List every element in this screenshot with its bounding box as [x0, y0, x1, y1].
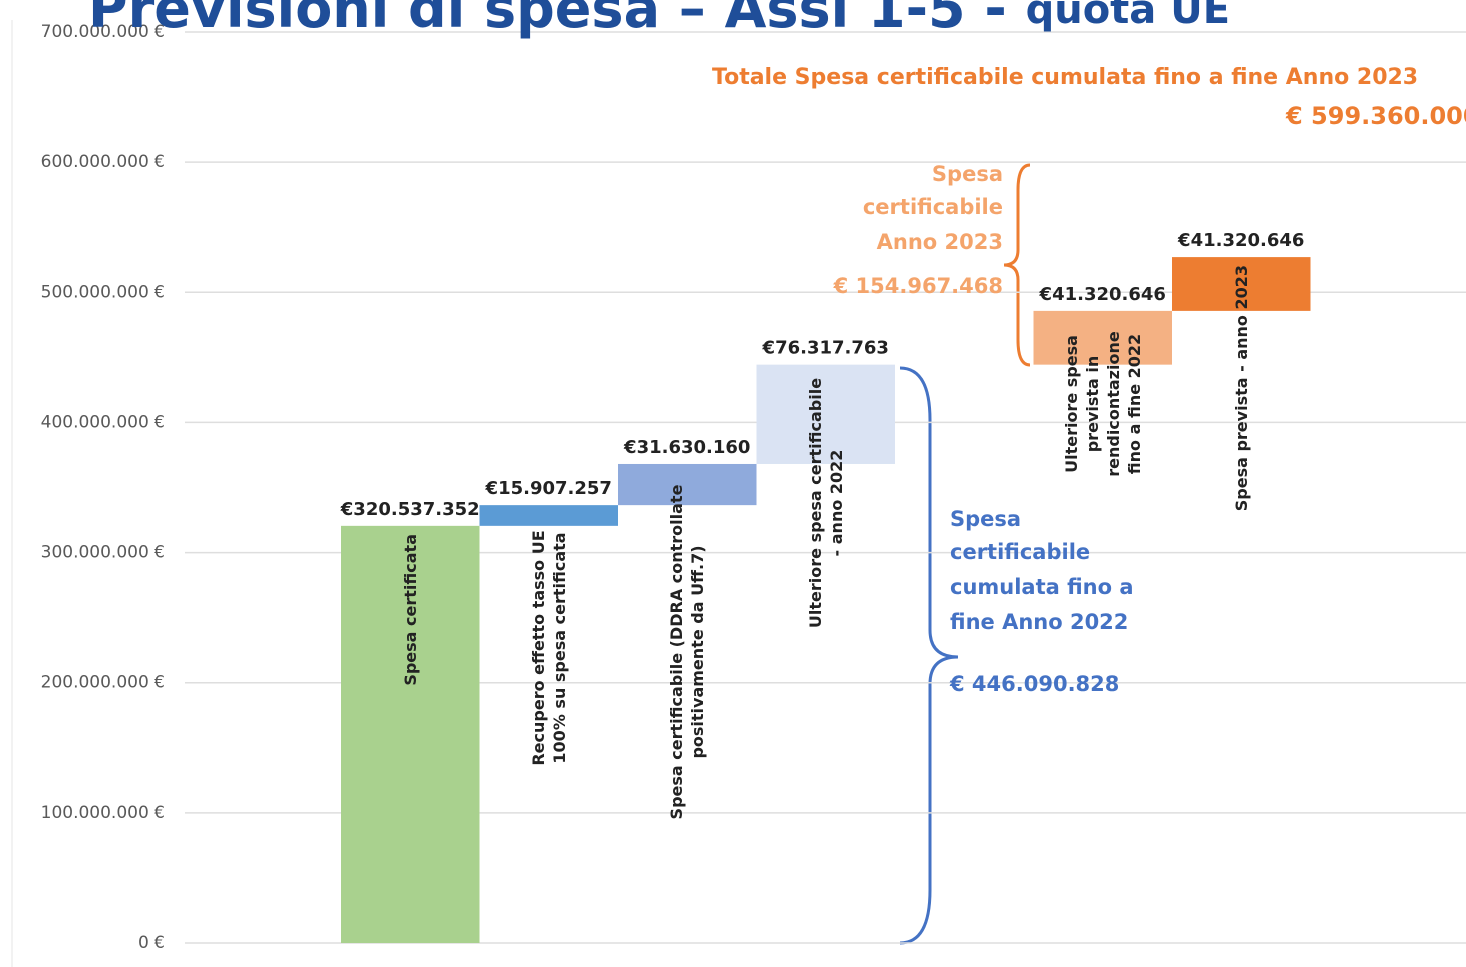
category-label: Ulteriore spesa certificabile - anno 202… [805, 377, 846, 628]
annotation: certificabile [950, 540, 1090, 564]
category-label: Spesa prevista - anno 2023 [1231, 265, 1251, 512]
chart-title: Previsioni di spesa – Assi 1-5 - quota U… [88, 0, 1230, 40]
data-label: €76.317.763 [762, 338, 889, 359]
annotation: Spesa [932, 162, 1003, 186]
category-label: Recupero effetto tasso UE 100% su spesa … [528, 530, 569, 766]
y-tick-label: 500.000.000 € [41, 282, 165, 302]
y-tick-label: 100.000.000 € [41, 803, 165, 823]
y-tick-label: 400.000.000 € [41, 412, 165, 432]
y-tick-label: 300.000.000 € [41, 543, 165, 563]
brace-2022 [899, 366, 959, 945]
brace-2023 [1003, 163, 1031, 367]
category-label: Ulteriore spesa prevista in rendicontazi… [1061, 331, 1144, 477]
annotation: fine Anno 2022 [950, 610, 1128, 634]
annotation: Totale Spesa certificabile cumulata fino… [712, 65, 1418, 90]
annotation: certificabile [863, 195, 1003, 219]
y-tick-label: 600.000.000 € [41, 152, 165, 172]
bar [1172, 257, 1311, 311]
y-tick-label: 700.000.000 € [41, 22, 165, 42]
annotation: Anno 2023 [877, 230, 1003, 254]
annotation: cumulata fino a [950, 575, 1134, 599]
y-tick-label: 0 € [138, 933, 165, 953]
annotation: € 154.967.468 [833, 274, 1003, 298]
bar [341, 525, 480, 943]
data-label: €41.320.646 [1039, 284, 1166, 305]
data-label: €31.630.160 [623, 437, 750, 458]
y-tick-label: 200.000.000 € [41, 673, 165, 693]
bar [618, 463, 757, 506]
annotation: € 599.360.000 [1285, 102, 1466, 130]
annotation: Spesa [950, 507, 1021, 531]
data-label: €41.320.646 [1177, 230, 1304, 251]
bar [756, 364, 895, 464]
bar [479, 505, 618, 526]
bar [1033, 310, 1172, 365]
data-label: €320.537.352 [340, 499, 480, 520]
category-label: Spesa certificata [400, 533, 420, 686]
data-label: €15.907.257 [485, 478, 612, 499]
category-label: Spesa certificabile (DDRA controllate po… [667, 484, 708, 820]
annotation: € 446.090.828 [949, 672, 1119, 696]
